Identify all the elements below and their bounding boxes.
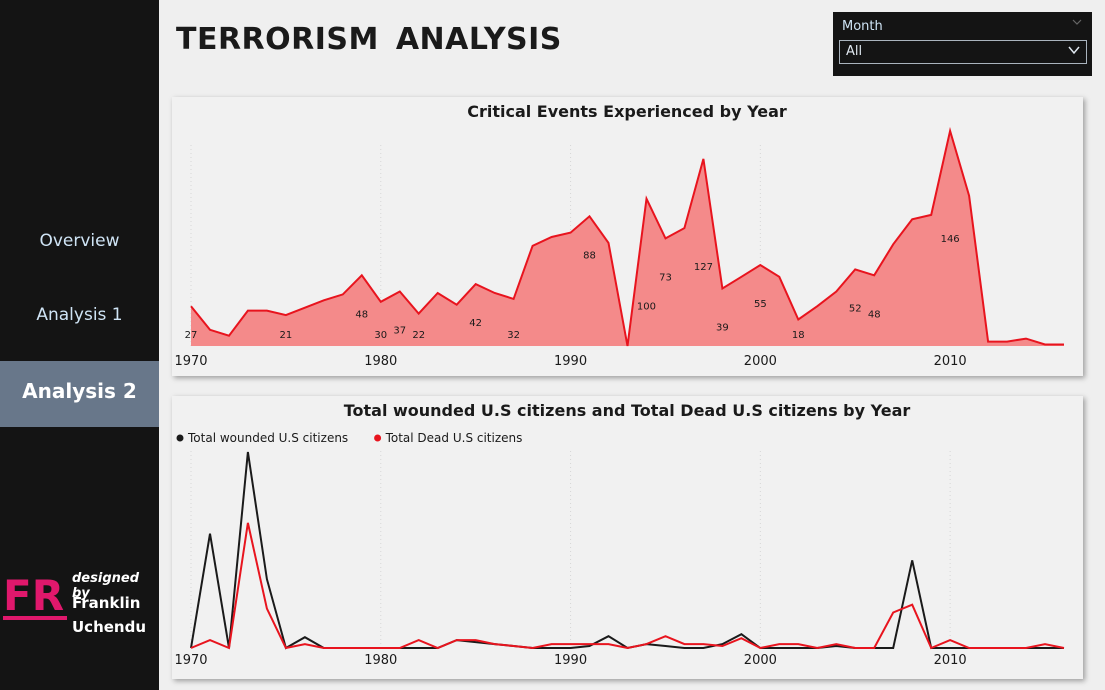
- chart-title: Total wounded U.S citizens and Total Dea…: [344, 401, 911, 420]
- wounded-dead-chart: Total wounded U.S citizens and Total Dea…: [174, 401, 1065, 668]
- data-label: 32: [507, 330, 520, 341]
- data-label: 73: [659, 272, 672, 283]
- data-label: 146: [941, 234, 960, 245]
- month-slicer: Month All: [833, 12, 1092, 76]
- nav-item-overview[interactable]: Overview: [39, 231, 120, 251]
- data-label: 55: [754, 299, 767, 310]
- data-label: 48: [355, 309, 368, 320]
- month-dropdown-value: All: [846, 44, 863, 59]
- page-title: TERRORISM ANALYSIS: [176, 22, 562, 57]
- legend-label: Total wounded U.S citizens: [187, 431, 348, 445]
- data-label: 21: [280, 330, 293, 341]
- nav-item-analysis-2[interactable]: Analysis 2: [0, 361, 159, 427]
- fr-logo-text: FR: [3, 571, 64, 620]
- x-tick-label: 2010: [934, 653, 967, 668]
- month-slicer-label: Month: [842, 19, 883, 34]
- data-label: 27: [185, 330, 198, 341]
- wounded-dead-card: Total wounded U.S citizens and Total Dea…: [172, 396, 1083, 679]
- designer-first-name: Franklin: [72, 594, 141, 612]
- designer-last-name: Uchendu: [72, 618, 147, 636]
- x-tick-label: 1970: [174, 354, 207, 369]
- fr-logo: FR: [3, 571, 67, 620]
- month-dropdown[interactable]: All: [839, 40, 1087, 64]
- x-tick-label: 1980: [364, 653, 397, 668]
- x-tick-label: 2000: [744, 653, 777, 668]
- data-label: 18: [792, 330, 805, 341]
- data-label: 127: [694, 262, 713, 273]
- designed-by-label: designed by: [72, 571, 139, 601]
- x-tick-label: 1990: [554, 653, 587, 668]
- series-line: [190, 522, 1065, 650]
- data-label: 100: [637, 302, 656, 313]
- legend-marker: [176, 434, 184, 442]
- nav-item-analysis-1[interactable]: Analysis 1: [36, 305, 123, 325]
- series-line: [190, 126, 1064, 347]
- series-line: [190, 451, 1064, 650]
- critical-events-chart: Critical Events Experienced by Year 27 21…: [174, 102, 1064, 369]
- legend-marker: [374, 434, 382, 442]
- x-tick-label: 1970: [174, 653, 207, 668]
- x-tick-label: 1990: [554, 354, 587, 369]
- data-label: 37: [393, 325, 406, 336]
- data-label: 39: [716, 323, 729, 334]
- legend-label: Total Dead U.S citizens: [385, 431, 523, 445]
- fr-logo-underline: [3, 616, 67, 620]
- sidebar: Overview Analysis 1 Analysis 2 FR design…: [0, 0, 159, 690]
- data-label: 88: [583, 250, 596, 261]
- x-tick-label: 2010: [934, 354, 967, 369]
- data-label: 30: [374, 330, 387, 341]
- x-tick-label: 2000: [744, 354, 777, 369]
- data-label: 42: [469, 318, 482, 329]
- chart-title: Critical Events Experienced by Year: [467, 102, 787, 121]
- data-label: 22: [412, 330, 425, 341]
- data-label: 48: [868, 309, 881, 320]
- slicer-collapse-chevron-icon[interactable]: [1072, 18, 1082, 26]
- x-tick-label: 1980: [364, 354, 397, 369]
- series-area: [191, 130, 1064, 346]
- data-label: 52: [849, 303, 862, 314]
- critical-events-card: Critical Events Experienced by Year 27 21…: [172, 97, 1083, 376]
- chevron-down-icon: [1068, 46, 1080, 55]
- designer-credit: FR designed by Franklin Uchendu: [0, 566, 159, 646]
